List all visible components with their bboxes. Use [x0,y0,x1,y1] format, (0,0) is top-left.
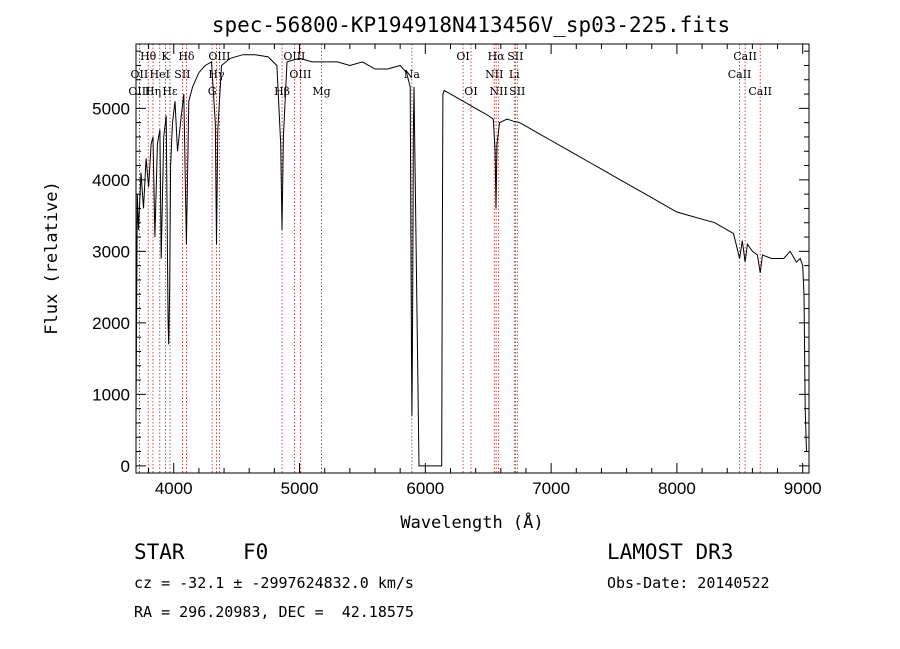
spectral-line-labels: Hθ OII OIII K HeI Hη Hδ SII Hε OIII Hγ G OIII OIII Hβ M… [128,50,772,98]
spectral-line-label: NII [490,85,508,98]
x-tick-label: 4000 [155,479,193,498]
x-tick-label: 5000 [281,479,319,498]
spectral-line-label: OIII [208,50,230,63]
axis-ticks: 4000 5000 6000 7000 8000 9000 0 1000 2000 3000 400… [92,44,822,498]
spectral-line-label: OI [456,50,469,63]
spectral-line-label: SII [509,85,525,98]
spectral-line-label: OIII [128,85,150,98]
spectral-line-label: Na [404,68,421,81]
obs-date-text: Obs-Date: 20140522 [607,574,770,592]
spectral-line-label: Hθ [140,50,157,63]
spectral-line-markers [138,44,761,473]
y-tick-label: 1000 [92,385,130,404]
x-tick-label: 9000 [784,479,822,498]
spectral-line-label: CaII [728,68,752,81]
y-tick-label: 3000 [92,242,130,261]
spectral-line-label: OII [131,68,149,81]
x-tick-label: 6000 [406,479,444,498]
spectral-line-label: Hγ [208,68,225,81]
x-tick-label: 7000 [532,479,570,498]
y-tick-label: 2000 [92,314,130,333]
chart-title: spec-56800-KP194918N413456V_sp03-225.fit… [212,13,730,37]
spectral-line-label: Mg [312,85,330,98]
spectral-line-label: CaII [748,85,772,98]
y-tick-label: 0 [121,457,130,476]
spectral-line-label: Hβ [274,85,290,98]
spectral-line-label: OIII [289,68,311,81]
spectral-line-label: SII [174,68,190,81]
y-tick-label: 4000 [92,171,130,190]
survey-name: LAMOST DR3 [607,540,734,564]
spectral-line-label: OIII [283,50,305,63]
x-tick-label: 8000 [658,479,696,498]
spectral-line-label: HeI [150,68,170,81]
coordinates-text: RA = 296.20983, DEC = 42.18575 [134,603,414,621]
spectral-line-label: K [161,50,170,63]
y-axis-label: Flux (relative) [42,181,62,335]
spectrum-series-line [135,54,807,467]
y-tick-label: 5000 [92,99,130,118]
spectral-line-label: Hα [488,50,506,63]
x-axis-label: Wavelength (Å) [400,511,543,533]
spectral-line-label: Hδ [178,50,195,63]
spectral-line-label: G [208,85,217,98]
spectral-line-label: OI [464,85,477,98]
plot-frame [135,43,810,474]
spectrum-plot: spec-56800-KP194918N413456V_sp03-225.fit… [42,13,822,533]
spectral-line-label: Hη [145,85,161,98]
redshift-text: cz = -32.1 ± -2997624832.0 km/s [134,574,414,592]
spectral-line-label: Hε [162,85,178,98]
spectral-line-label: Li [509,68,520,81]
spectral-line-label: SII [507,50,523,63]
object-subclass: F0 [243,540,269,564]
spectral-line-label: NII [485,68,503,81]
spectral-line-label: CaII [733,50,757,63]
object-class: STAR [134,540,185,564]
